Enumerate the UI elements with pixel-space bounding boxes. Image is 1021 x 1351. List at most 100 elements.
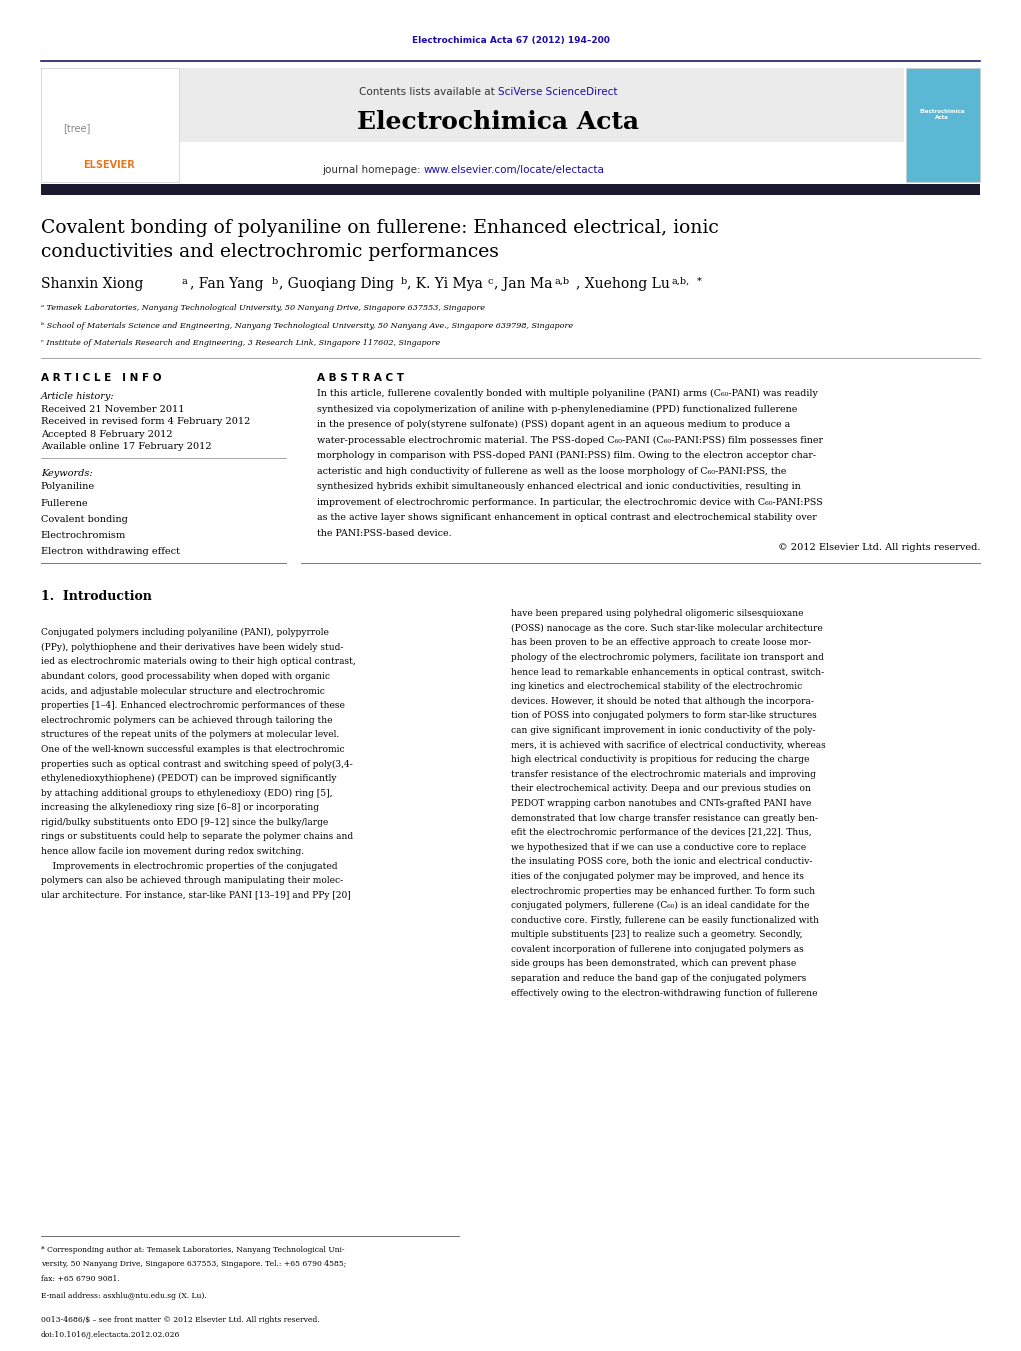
Text: mers, it is achieved with sacrifice of electrical conductivity, whereas: mers, it is achieved with sacrifice of e…: [510, 740, 825, 750]
Text: *: *: [697, 277, 702, 286]
Text: ular architecture. For instance, star-like PANI [13–19] and PPy [20]: ular architecture. For instance, star-li…: [41, 890, 350, 900]
Text: 1.  Introduction: 1. Introduction: [41, 590, 152, 604]
Text: synthesized via copolymerization of aniline with p-phenylenediamine (PPD) functi: synthesized via copolymerization of anil…: [317, 405, 796, 413]
Text: Improvements in electrochromic properties of the conjugated: Improvements in electrochromic propertie…: [41, 862, 337, 870]
Text: Keywords:: Keywords:: [41, 469, 93, 478]
Text: A R T I C L E   I N F O: A R T I C L E I N F O: [41, 373, 161, 382]
Text: versity, 50 Nanyang Drive, Singapore 637553, Singapore. Tel.: +65 6790 4585;: versity, 50 Nanyang Drive, Singapore 637…: [41, 1260, 346, 1269]
Text: (POSS) nanocage as the core. Such star-like molecular architecture: (POSS) nanocage as the core. Such star-l…: [510, 624, 822, 634]
Text: Fullerene: Fullerene: [41, 499, 89, 508]
Text: acids, and adjustable molecular structure and electrochromic: acids, and adjustable molecular structur…: [41, 686, 325, 696]
Text: b: b: [400, 277, 406, 286]
Text: in the presence of poly(styrene sulfonate) (PSS) dopant agent in an aqueous medi: in the presence of poly(styrene sulfonat…: [317, 420, 790, 430]
Text: b: b: [272, 277, 278, 286]
Text: Available online 17 February 2012: Available online 17 February 2012: [41, 442, 211, 451]
Text: * Corresponding author at: Temasek Laboratories, Nanyang Technological Uni-: * Corresponding author at: Temasek Labor…: [41, 1246, 344, 1254]
Text: devices. However, it should be noted that although the incorpora-: devices. However, it should be noted tha…: [510, 697, 814, 705]
Text: © 2012 Elsevier Ltd. All rights reserved.: © 2012 Elsevier Ltd. All rights reserved…: [778, 543, 980, 553]
Text: ied as electrochromic materials owing to their high optical contrast,: ied as electrochromic materials owing to…: [41, 658, 355, 666]
Text: abundant colors, good processability when doped with organic: abundant colors, good processability whe…: [41, 671, 330, 681]
Text: conductive core. Firstly, fullerene can be easily functionalized with: conductive core. Firstly, fullerene can …: [510, 916, 819, 924]
Text: Electron withdrawing effect: Electron withdrawing effect: [41, 547, 180, 557]
Text: improvement of electrochromic performance. In particular, the electrochromic dev: improvement of electrochromic performanc…: [317, 499, 822, 507]
Text: a: a: [182, 277, 188, 286]
Text: polymers can also be achieved through manipulating their molec-: polymers can also be achieved through ma…: [41, 877, 343, 885]
Text: hence allow facile ion movement during redox switching.: hence allow facile ion movement during r…: [41, 847, 304, 857]
Text: [tree]: [tree]: [63, 123, 90, 134]
Text: Covalent bonding of polyaniline on fullerene: Enhanced electrical, ionic: Covalent bonding of polyaniline on fulle…: [41, 219, 719, 236]
Text: fax: +65 6790 9081.: fax: +65 6790 9081.: [41, 1275, 119, 1283]
Text: , Guoqiang Ding: , Guoqiang Ding: [279, 277, 394, 290]
Text: covalent incorporation of fullerene into conjugated polymers as: covalent incorporation of fullerene into…: [510, 944, 804, 954]
Text: high electrical conductivity is propitious for reducing the charge: high electrical conductivity is propitio…: [510, 755, 809, 765]
Text: conjugated polymers, fullerene (C₆₀) is an ideal candidate for the: conjugated polymers, fullerene (C₆₀) is …: [510, 901, 809, 911]
Text: electrochromic polymers can be achieved through tailoring the: electrochromic polymers can be achieved …: [41, 716, 333, 724]
Text: properties such as optical contrast and switching speed of poly(3,4-: properties such as optical contrast and …: [41, 759, 352, 769]
Text: Covalent bonding: Covalent bonding: [41, 515, 128, 524]
Text: water-processable electrochromic material. The PSS-doped C₆₀-PANI (C₆₀-PANI:PSS): water-processable electrochromic materia…: [317, 435, 823, 444]
Text: increasing the alkylenedioxy ring size [6–8] or incorporating: increasing the alkylenedioxy ring size […: [41, 804, 319, 812]
FancyBboxPatch shape: [41, 184, 980, 195]
Text: structures of the repeat units of the polymers at molecular level.: structures of the repeat units of the po…: [41, 731, 339, 739]
Text: ethylenedioxythiophene) (PEDOT) can be improved significantly: ethylenedioxythiophene) (PEDOT) can be i…: [41, 774, 336, 784]
Text: ELSEVIER: ELSEVIER: [84, 159, 135, 170]
Text: by attaching additional groups to ethylenedioxy (EDO) ring [5],: by attaching additional groups to ethyle…: [41, 789, 333, 798]
Text: effectively owing to the electron-withdrawing function of fullerene: effectively owing to the electron-withdr…: [510, 989, 817, 997]
Text: separation and reduce the band gap of the conjugated polymers: separation and reduce the band gap of th…: [510, 974, 806, 984]
Text: , Jan Ma: , Jan Ma: [494, 277, 552, 290]
Text: PEDOT wrapping carbon nanotubes and CNTs-grafted PANI have: PEDOT wrapping carbon nanotubes and CNTs…: [510, 798, 811, 808]
Text: efit the electrochromic performance of the devices [21,22]. Thus,: efit the electrochromic performance of t…: [510, 828, 811, 838]
Text: ᵃ Temasek Laboratories, Nanyang Technological University, 50 Nanyang Drive, Sing: ᵃ Temasek Laboratories, Nanyang Technolo…: [41, 304, 485, 312]
Text: rigid/bulky substituents onto EDO [9–12] since the bulky/large: rigid/bulky substituents onto EDO [9–12]…: [41, 817, 328, 827]
Text: Article history:: Article history:: [41, 392, 114, 401]
Text: Conjugated polymers including polyaniline (PANI), polypyrrole: Conjugated polymers including polyanilin…: [41, 628, 329, 638]
Text: rings or substituents could help to separate the polymer chains and: rings or substituents could help to sepa…: [41, 832, 353, 842]
Text: Contents lists available at: Contents lists available at: [359, 86, 498, 97]
Text: doi:10.1016/j.electacta.2012.02.026: doi:10.1016/j.electacta.2012.02.026: [41, 1331, 181, 1339]
Text: demonstrated that low charge transfer resistance can greatly ben-: demonstrated that low charge transfer re…: [510, 813, 818, 823]
Text: Electrochimica
Acta: Electrochimica Acta: [920, 109, 965, 120]
FancyBboxPatch shape: [906, 68, 980, 182]
Text: morphology in comparison with PSS-doped PANI (PANI:PSS) film. Owing to the elect: morphology in comparison with PSS-doped …: [317, 451, 816, 461]
Text: tion of POSS into conjugated polymers to form star-like structures: tion of POSS into conjugated polymers to…: [510, 712, 816, 720]
Text: we hypothesized that if we can use a conductive core to replace: we hypothesized that if we can use a con…: [510, 843, 806, 851]
Text: Electrochimica Acta 67 (2012) 194–200: Electrochimica Acta 67 (2012) 194–200: [411, 36, 610, 46]
Text: (PPy), polythiophene and their derivatives have been widely stud-: (PPy), polythiophene and their derivativ…: [41, 643, 343, 653]
Text: side groups has been demonstrated, which can prevent phase: side groups has been demonstrated, which…: [510, 959, 795, 969]
Text: transfer resistance of the electrochromic materials and improving: transfer resistance of the electrochromi…: [510, 770, 816, 778]
Text: the PANI:PSS-based device.: the PANI:PSS-based device.: [317, 530, 451, 538]
Text: ities of the conjugated polymer may be improved, and hence its: ities of the conjugated polymer may be i…: [510, 871, 804, 881]
Text: ᵇ School of Materials Science and Engineering, Nanyang Technological University,: ᵇ School of Materials Science and Engine…: [41, 322, 573, 330]
Text: can give significant improvement in ionic conductivity of the poly-: can give significant improvement in ioni…: [510, 725, 815, 735]
Text: One of the well-known successful examples is that electrochromic: One of the well-known successful example…: [41, 744, 344, 754]
Text: journal homepage:: journal homepage:: [322, 165, 424, 176]
Text: have been prepared using polyhedral oligomeric silsesquioxane: have been prepared using polyhedral olig…: [510, 609, 803, 619]
Text: their electrochemical activity. Deepa and our previous studies on: their electrochemical activity. Deepa an…: [510, 785, 811, 793]
Text: has been proven to be an effective approach to create loose mor-: has been proven to be an effective appro…: [510, 639, 811, 647]
Text: Shanxin Xiong: Shanxin Xiong: [41, 277, 143, 290]
Text: a,b,: a,b,: [672, 277, 690, 286]
Text: , K. Yi Mya: , K. Yi Mya: [407, 277, 483, 290]
Text: acteristic and high conductivity of fullerene as well as the loose morphology of: acteristic and high conductivity of full…: [317, 467, 786, 476]
Text: hence lead to remarkable enhancements in optical contrast, switch-: hence lead to remarkable enhancements in…: [510, 667, 824, 677]
Text: Electrochromism: Electrochromism: [41, 531, 126, 540]
Text: properties [1–4]. Enhanced electrochromic performances of these: properties [1–4]. Enhanced electrochromi…: [41, 701, 345, 711]
Text: conductivities and electrochromic performances: conductivities and electrochromic perfor…: [41, 243, 498, 261]
Text: c: c: [487, 277, 492, 286]
FancyBboxPatch shape: [41, 68, 904, 142]
Text: ᶜ Institute of Materials Research and Engineering, 3 Research Link, Singapore 11: ᶜ Institute of Materials Research and En…: [41, 339, 440, 347]
Text: , Xuehong Lu: , Xuehong Lu: [576, 277, 670, 290]
Text: SciVerse ScienceDirect: SciVerse ScienceDirect: [498, 86, 618, 97]
Text: electrochromic properties may be enhanced further. To form such: electrochromic properties may be enhance…: [510, 886, 815, 896]
FancyBboxPatch shape: [41, 68, 179, 182]
Text: phology of the electrochromic polymers, facilitate ion transport and: phology of the electrochromic polymers, …: [510, 653, 823, 662]
Text: Polyaniline: Polyaniline: [41, 482, 95, 492]
Text: synthesized hybrids exhibit simultaneously enhanced electrical and ionic conduct: synthesized hybrids exhibit simultaneous…: [317, 482, 800, 492]
Text: multiple substituents [23] to realize such a geometry. Secondly,: multiple substituents [23] to realize su…: [510, 931, 803, 939]
Text: E-mail address: asxhlu@ntu.edu.sg (X. Lu).: E-mail address: asxhlu@ntu.edu.sg (X. Lu…: [41, 1292, 206, 1300]
Text: Received in revised form 4 February 2012: Received in revised form 4 February 2012: [41, 417, 250, 427]
Text: , Fan Yang: , Fan Yang: [190, 277, 263, 290]
Text: Received 21 November 2011: Received 21 November 2011: [41, 405, 185, 415]
Text: the insulating POSS core, both the ionic and electrical conductiv-: the insulating POSS core, both the ionic…: [510, 858, 812, 866]
Text: www.elsevier.com/locate/electacta: www.elsevier.com/locate/electacta: [424, 165, 604, 176]
